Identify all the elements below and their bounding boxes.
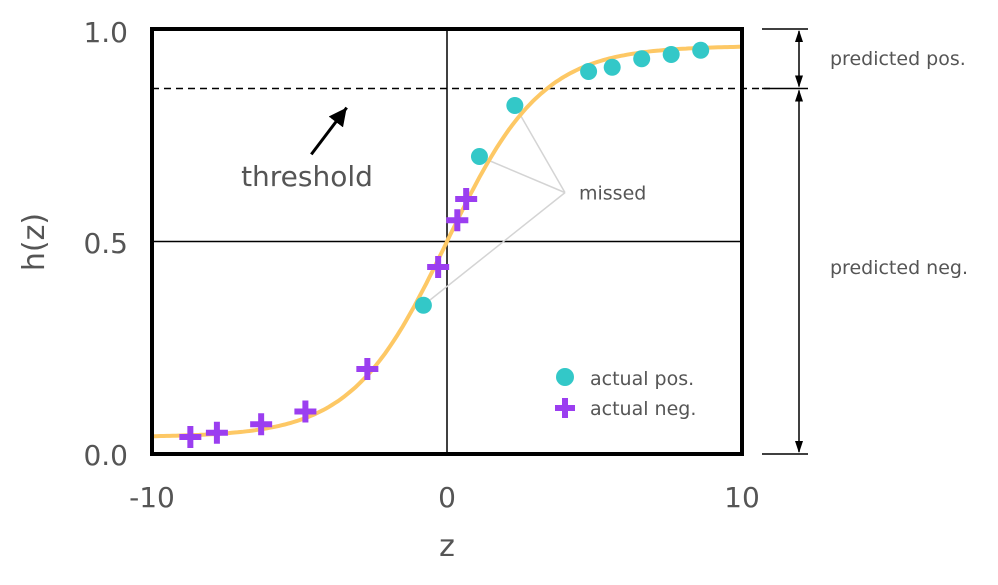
point-actual-neg [455, 188, 478, 210]
threshold-label: threshold [241, 160, 373, 193]
point-actual-neg [427, 256, 450, 278]
x-tick-label-neg10: -10 [129, 481, 175, 514]
x-tick-label-10: 10 [724, 481, 760, 514]
region-brackets: predicted pos. predicted neg. [762, 28, 968, 455]
point-actual-pos [603, 58, 621, 76]
missed-label: missed [579, 183, 646, 205]
x-axis-label: z [439, 529, 455, 564]
predicted-pos-label: predicted pos. [830, 48, 966, 70]
legend-label-actual-pos: actual pos. [590, 368, 694, 390]
point-actual-neg [446, 209, 469, 232]
bracket-arrow-head [795, 89, 803, 102]
missed-connector-line [479, 155, 566, 194]
point-actual-neg [294, 400, 317, 423]
legend-label-actual-neg: actual neg. [590, 398, 696, 420]
y-tick-label-0.5: 0.5 [83, 227, 128, 260]
y-tick-label-1.0: 1.0 [83, 16, 128, 49]
legend: actual pos. actual neg. [555, 368, 696, 420]
missed-connector-lines [422, 105, 566, 306]
point-actual-pos [662, 46, 680, 63]
bracket-arrow-head [795, 441, 803, 453]
y-axis-label: h(z) [17, 213, 52, 271]
predicted-neg-label: predicted neg. [830, 257, 968, 279]
point-actual-neg [205, 421, 228, 444]
plot-frame [150, 27, 744, 456]
threshold-arrow [310, 106, 348, 156]
point-actual-pos [580, 63, 598, 80]
missed-connector-line [422, 192, 566, 306]
bracket-arrow-head [795, 75, 803, 88]
bracket-arrow-head [795, 30, 803, 42]
point-actual-neg [250, 413, 273, 436]
x-tick-label-0: 0 [438, 481, 456, 514]
legend-marker-actual-pos [556, 368, 574, 386]
series-actual-pos [414, 41, 710, 314]
point-actual-pos [414, 296, 432, 314]
point-actual-pos [506, 97, 524, 114]
point-actual-neg [179, 426, 202, 448]
y-tick-label-0.0: 0.0 [83, 439, 128, 472]
point-actual-pos [470, 148, 488, 165]
point-actual-pos [633, 50, 651, 68]
legend-marker-actual-neg [555, 398, 575, 418]
point-actual-pos [692, 41, 710, 59]
series-actual-neg [179, 188, 478, 448]
missed-connector-line [514, 105, 566, 193]
point-actual-neg [356, 358, 379, 380]
